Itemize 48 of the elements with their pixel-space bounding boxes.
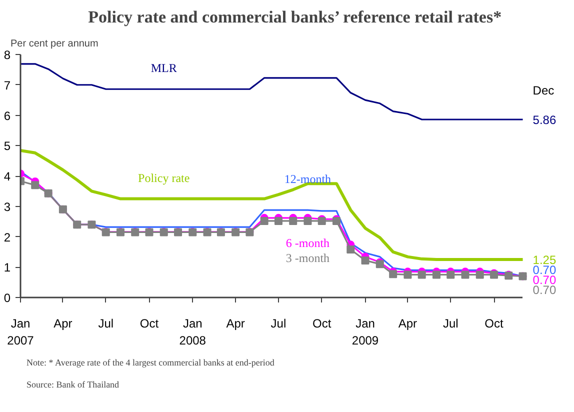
point — [476, 270, 484, 279]
x-tick-label: Apr — [54, 316, 72, 330]
y-tick-label: 2 — [4, 230, 11, 244]
y-tick-label: 0 — [4, 291, 11, 305]
text: Note: * Average rate of the 4 largest commercial banks at end-period — [26, 358, 275, 368]
point — [404, 270, 412, 279]
data-label: 5.86 — [532, 113, 556, 128]
x-tick-label: Apr — [398, 316, 418, 330]
line-series — [20, 148, 524, 262]
y-tick-label: 7 — [4, 78, 11, 92]
point — [304, 216, 312, 225]
series-label: MLR — [150, 61, 177, 76]
x-tick-label: Apr — [226, 316, 245, 330]
chart-title: Policy rate and commercial banks’ reference retail rates* — [88, 8, 502, 26]
source-note: Source: Bank of Thailand — [26, 380, 120, 390]
y-tick-label: 4 — [4, 170, 11, 184]
x-tick-label: Jan 2009 — [352, 316, 379, 348]
x-tick-label: Jul — [442, 316, 458, 330]
x-tick-label: Jul — [98, 316, 114, 330]
series-label: Policy rate — [138, 170, 190, 185]
point — [432, 270, 440, 279]
series-label: 12-month — [284, 172, 332, 186]
point — [446, 270, 455, 279]
y-axis-title: Per cent per annum — [10, 38, 98, 50]
y-tick-label: 1 — [4, 260, 11, 275]
x-tick-label: Jan 2008 — [179, 316, 206, 348]
series-label: 3 -month — [286, 250, 330, 265]
x-tick-label: Oct — [484, 316, 504, 330]
y-tick-label: 5 — [4, 139, 11, 154]
point — [389, 270, 398, 278]
y-tick-label: 6 — [4, 108, 11, 123]
x-tick-label: Jul — [270, 316, 286, 330]
y-tick-label: 8 — [4, 48, 11, 62]
line-series — [20, 63, 524, 120]
point — [31, 181, 40, 190]
point — [289, 216, 298, 225]
annotation: Dec — [532, 84, 554, 98]
point — [418, 270, 426, 279]
x-tick-label: Oct — [312, 316, 332, 330]
series-label: 6 -month — [286, 236, 330, 250]
point — [274, 216, 282, 225]
y-tick-label: 3 — [4, 200, 11, 214]
x-tick-label: Jan 2007 — [7, 316, 34, 348]
point — [260, 216, 268, 225]
x-tick-label: Oct — [140, 316, 160, 330]
point — [461, 270, 470, 279]
point — [346, 246, 355, 254]
point — [361, 256, 370, 264]
